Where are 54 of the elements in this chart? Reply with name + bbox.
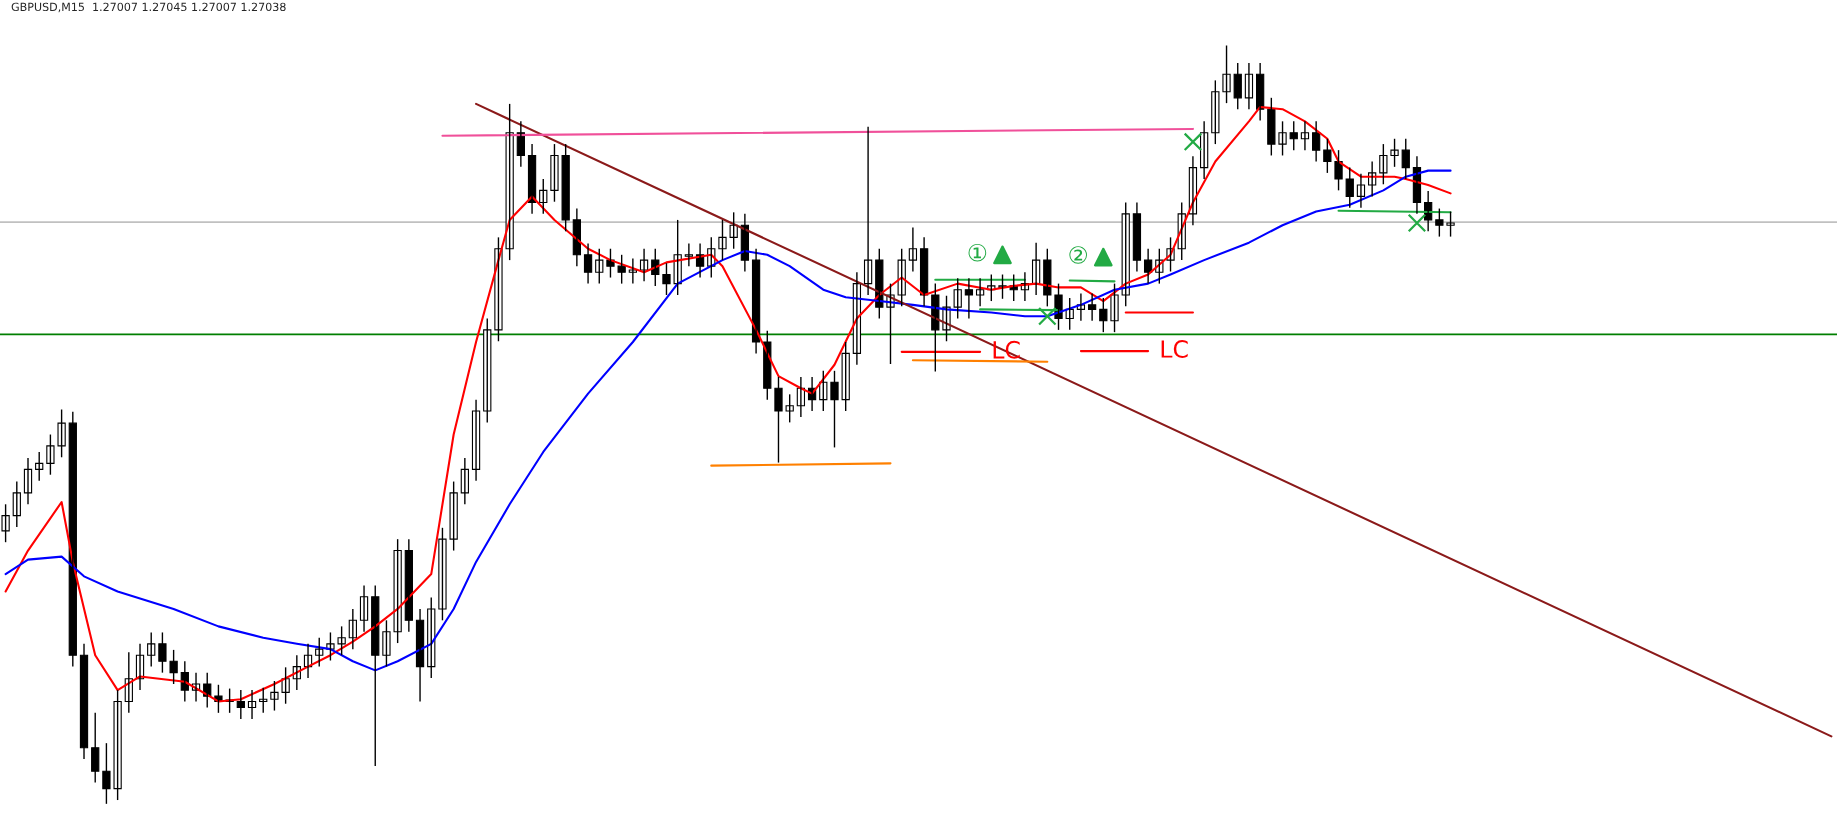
candlestick [785, 393, 794, 424]
candlestick [281, 666, 290, 705]
candlestick [729, 211, 738, 250]
candlestick [617, 254, 626, 285]
candlestick [449, 480, 458, 552]
candlestick [561, 143, 570, 232]
series-label: LC [1161, 340, 1188, 358]
point [1407, 213, 1427, 233]
chart-title: GBPUSD,M15 1.27007 1.27045 1.27007 1.27038 [11, 2, 286, 13]
candlestick [158, 631, 167, 674]
point [1183, 132, 1203, 152]
candlestick [113, 689, 122, 801]
candlestick [1, 503, 10, 543]
series-label: ② [1069, 246, 1088, 264]
candlestick [550, 143, 559, 203]
point [1037, 306, 1057, 326]
point [993, 245, 1012, 265]
candlestick [1323, 138, 1332, 174]
candlestick [1121, 201, 1130, 308]
candlestick [774, 376, 783, 464]
candlestick [46, 433, 55, 476]
point [1093, 247, 1113, 267]
candlestick [1043, 248, 1052, 308]
candlestick [1110, 282, 1119, 333]
candlestick [337, 625, 346, 656]
candlestick [1446, 210, 1455, 238]
candlestick [1267, 97, 1276, 157]
candlestick [897, 248, 906, 308]
candlestick [494, 236, 503, 342]
candlestick [1222, 44, 1231, 104]
candlestick [169, 649, 178, 685]
candlestick [1379, 143, 1388, 185]
candlestick [841, 341, 850, 412]
candlestick [315, 637, 324, 668]
candlestick [102, 742, 111, 805]
candlestick [1390, 138, 1399, 168]
candlestick [382, 619, 391, 668]
candlestick [1211, 79, 1220, 145]
candlestick [953, 277, 962, 320]
candlestick [830, 370, 839, 449]
candlestick [595, 248, 604, 285]
candlestick [718, 219, 727, 261]
candlestick [57, 408, 66, 458]
candlestick [819, 370, 828, 412]
candlestick [1278, 120, 1287, 157]
candlestick [1334, 149, 1343, 192]
candlestick [270, 680, 279, 712]
candlestick [393, 538, 402, 644]
candlestick [505, 103, 514, 261]
candlestick [1435, 207, 1444, 238]
series-label: ① [968, 243, 987, 262]
candlestick [1099, 297, 1108, 333]
candlestick [662, 262, 671, 296]
candlestick [438, 527, 447, 622]
